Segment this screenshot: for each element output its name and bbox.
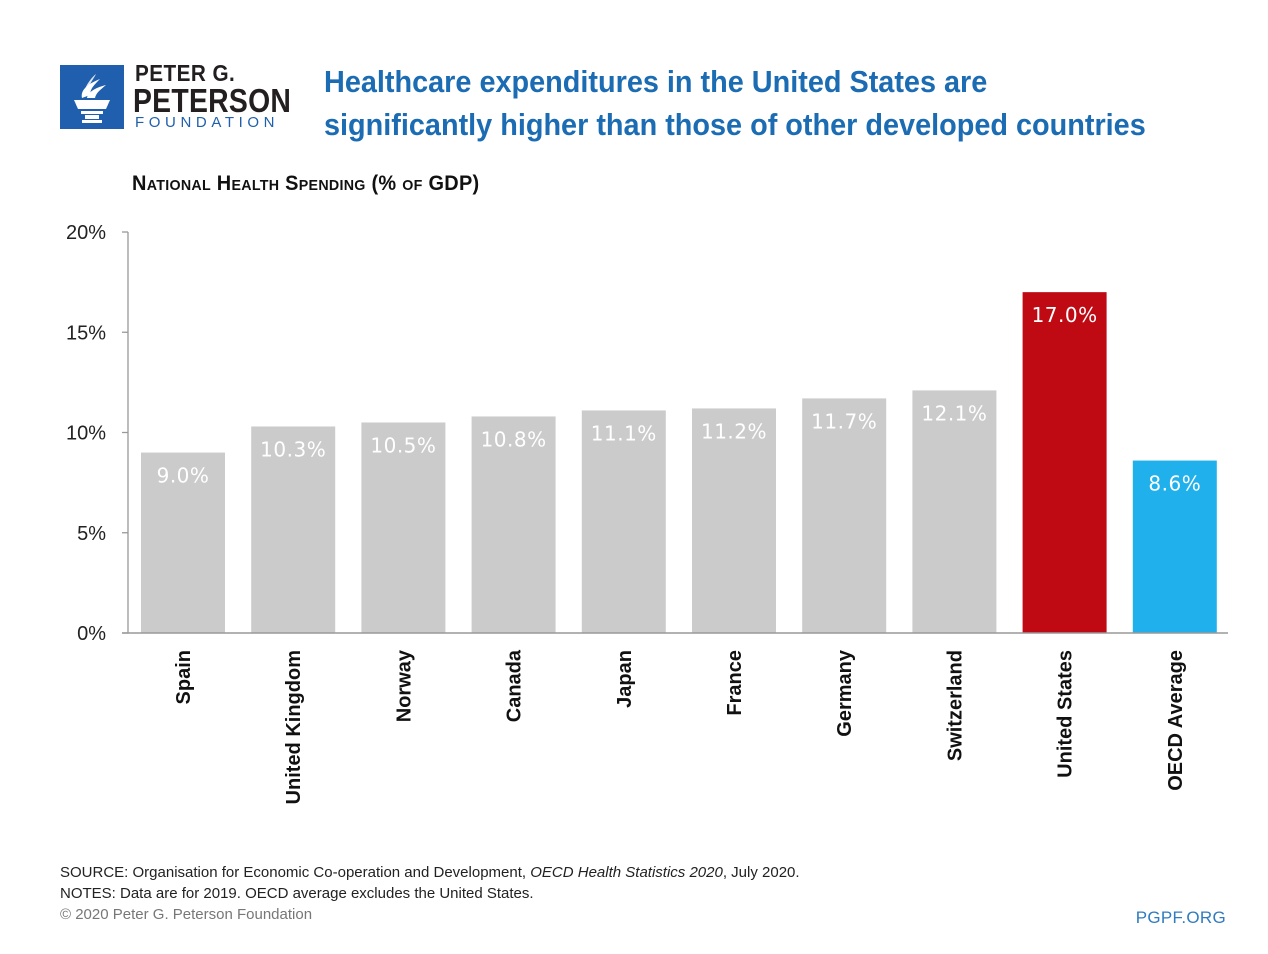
data-label: 17.0% <box>1032 303 1098 327</box>
logo-line-3: FOUNDATION <box>135 114 280 131</box>
category-label: United Kingdom <box>283 650 305 804</box>
headline-line-1: Healthcare expenditures in the United St… <box>324 64 988 99</box>
data-label: 10.5% <box>370 433 436 457</box>
bar-united-states <box>1022 292 1107 633</box>
bar-canada <box>471 416 556 633</box>
bar-oecd-average <box>1132 460 1217 633</box>
y-tick-label: 10% <box>66 423 106 445</box>
data-label: 9.0% <box>157 464 210 488</box>
category-label: Norway <box>393 649 415 722</box>
footer: SOURCE: Organisation for Economic Co-ope… <box>60 862 800 925</box>
data-label: 11.2% <box>701 419 767 443</box>
bar-germany <box>802 398 887 633</box>
data-label: 12.1% <box>921 401 987 425</box>
data-label: 10.8% <box>481 427 547 451</box>
category-label: Spain <box>173 650 195 704</box>
logo-torch-icon <box>60 65 124 129</box>
category-label: Germany <box>834 649 856 737</box>
notes: NOTES: Data are for 2019. OECD average e… <box>60 885 534 902</box>
category-label: Japan <box>614 650 636 708</box>
bar-japan <box>581 410 666 633</box>
bar-united-kingdom <box>251 426 336 633</box>
data-label: 8.6% <box>1148 472 1201 496</box>
y-tick-label: 5% <box>77 523 106 545</box>
y-tick-label: 20% <box>66 222 106 244</box>
torch-icon <box>74 74 110 123</box>
bar-switzerland <box>912 390 997 633</box>
source-prefix: SOURCE: Organisation for Economic Co-ope… <box>60 864 531 881</box>
category-label: United States <box>1055 650 1077 778</box>
data-label: 10.3% <box>260 437 326 461</box>
category-label: Canada <box>504 649 526 722</box>
y-tick-label: 15% <box>66 322 106 344</box>
data-label: 11.1% <box>591 421 657 445</box>
headline: Healthcare expenditures in the United St… <box>324 60 1146 146</box>
chart-title: National Health Spending (% of GDP) <box>132 172 480 195</box>
source-suffix: , July 2020. <box>722 864 800 881</box>
bar-norway <box>361 422 446 633</box>
logo-line-1: PETER G. <box>135 60 236 86</box>
headline-line-2: significantly higher than those of other… <box>324 107 1146 142</box>
source-italic: OECD Health Statistics 2020 <box>530 864 723 881</box>
data-label: 11.7% <box>811 409 877 433</box>
bar-spain <box>141 452 225 633</box>
copyright: © 2020 Peter G. Peterson Foundation <box>60 906 313 923</box>
category-label: France <box>724 650 746 716</box>
site-link[interactable]: PGPF.ORG <box>1135 908 1226 927</box>
category-label: OECD Average <box>1165 650 1187 791</box>
category-label: Switzerland <box>944 650 966 761</box>
logo-line-2: PETERSON <box>133 82 292 119</box>
source-note: SOURCE: Organisation for Economic Co-ope… <box>60 862 800 883</box>
bar-france <box>692 408 776 633</box>
y-tick-label: 0% <box>77 623 106 645</box>
